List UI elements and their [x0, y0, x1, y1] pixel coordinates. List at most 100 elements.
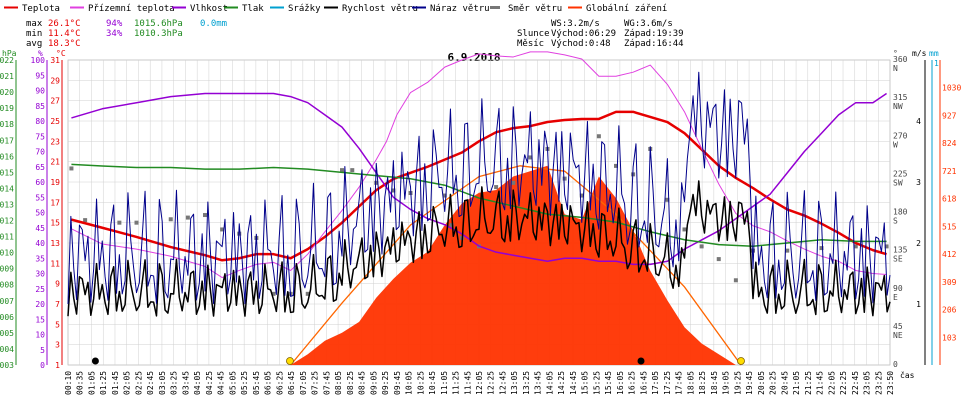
wind-direction-dot [374, 180, 379, 185]
temp-tick: 23 [50, 137, 60, 146]
x-tick-label: 10:45 [428, 371, 437, 395]
pct-tick: 30 [35, 270, 45, 279]
wind-direction-dot [494, 185, 499, 190]
wind-tick: 1 [916, 300, 921, 309]
x-tick-label: 05:45 [252, 371, 261, 395]
x-tick-label: 06:45 [287, 371, 296, 395]
wind-direction-dot [305, 291, 310, 296]
wind-direction-dot [69, 166, 74, 171]
max-humidity: 94% [106, 19, 123, 29]
x-tick-label: 21:25 [804, 371, 813, 395]
rad-tick: 721 [942, 167, 957, 176]
dir-compass: W [893, 140, 898, 149]
x-tick-label: 16:05 [616, 371, 625, 395]
x-tick-label: 05:05 [228, 371, 237, 395]
avg-label: avg [26, 39, 42, 49]
x-tick-label: 15:45 [604, 371, 613, 395]
wind-direction-dot [391, 188, 396, 193]
sunset-marker [737, 357, 745, 365]
series-tlak [71, 163, 887, 247]
legend-label: Směr větru [508, 4, 562, 14]
hpa-tick: 1019 [0, 104, 14, 113]
wind-direction-dot [83, 218, 88, 223]
pct-tick: 70 [35, 148, 45, 157]
hpa-tick: 1005 [0, 329, 14, 338]
wind-direction-dot [449, 223, 454, 228]
pct-tick: 25 [35, 285, 45, 294]
moonrise-marker [91, 357, 99, 365]
max-rain: 0.0mm [200, 19, 227, 29]
sun-label: Slunce [517, 29, 550, 39]
rad-tick: 1030 [942, 84, 961, 93]
x-tick-label: 13:25 [522, 371, 531, 395]
wind-direction-dot [884, 244, 889, 249]
max-label: max [26, 19, 43, 29]
wind-direction-dot [350, 168, 355, 173]
wind-direction-dot [117, 220, 122, 225]
moonset-marker [637, 357, 645, 365]
pct-tick: 65 [35, 163, 45, 172]
sunrise-marker [286, 357, 294, 365]
x-tick-label: 23:50 [886, 371, 895, 395]
series-p-zemn-teplota [71, 51, 887, 279]
sunrise-time: Východ:06:29 [551, 29, 616, 39]
moonset-time: Západ:16:44 [624, 39, 684, 49]
wind-direction-dot [340, 168, 344, 173]
x-tick-label: 10:05 [405, 371, 414, 395]
x-tick-label: 00:10 [64, 371, 73, 395]
x-tick-label: 22:25 [839, 371, 848, 395]
pct-tick: 55 [35, 193, 45, 202]
dir-compass: E [893, 293, 898, 302]
x-tick-label: 00:35 [76, 371, 85, 395]
wind-direction-dot [682, 227, 687, 232]
x-tick-label: 14:05 [545, 371, 554, 395]
x-tick-label: 10:25 [416, 371, 425, 395]
temp-tick: 5 [55, 320, 60, 329]
wind-direction-dot [579, 193, 584, 198]
pct-tick: 95 [35, 71, 45, 80]
x-tick-label: 17:45 [675, 371, 684, 395]
series-teplota [71, 110, 887, 262]
rain-tick: 1 [934, 59, 939, 68]
rad-tick: 412 [942, 250, 957, 259]
x-tick-label: 19:25 [733, 371, 742, 395]
x-tick-label: 15:05 [581, 371, 590, 395]
avg-temp: 18.3°C [48, 39, 81, 49]
x-tick-label: 08:25 [346, 371, 355, 395]
dir-compass: NW [893, 102, 903, 111]
wind-tick: 2 [916, 239, 921, 248]
moonrise-time: Východ:0:48 [551, 39, 611, 49]
pct-tick: 10 [35, 331, 45, 340]
dir-tick: 360 [893, 55, 908, 64]
hpa-axis-unit: hPa [2, 49, 17, 58]
x-tick-label: 11:25 [452, 371, 461, 395]
pct-tick: 60 [35, 178, 45, 187]
wind-direction-dot [699, 244, 704, 249]
wind-direction-dot [614, 163, 618, 168]
x-tick-label: 12:05 [475, 371, 484, 395]
temp-tick: 25 [50, 117, 60, 126]
hpa-tick: 1007 [0, 297, 14, 306]
x-tick-label: 09:45 [393, 371, 402, 395]
pct-tick: 35 [35, 254, 45, 263]
wind-direction-dot [819, 246, 824, 251]
temp-tick: 15 [50, 219, 60, 228]
x-tick-label: 14:45 [569, 371, 578, 395]
wind-direction-dot [271, 291, 276, 296]
hpa-tick: 1014 [0, 184, 14, 193]
x-tick-label: 21:05 [792, 371, 801, 395]
hpa-tick: 1016 [0, 152, 14, 161]
x-tick-label: 22:05 [827, 371, 836, 395]
legend: Teplota Přízemní teplota Vlhkost Tlak Srážky… [4, 4, 667, 14]
wind-direction-dot [853, 244, 858, 249]
wind-direction-dot [665, 197, 670, 202]
temp-tick: 1 [55, 361, 60, 370]
x-tick-label: 18:25 [698, 371, 707, 395]
temp-tick: 9 [55, 280, 60, 289]
pct-tick: 85 [35, 102, 45, 111]
wind-tick: 3 [916, 178, 921, 187]
x-tick-label: 20:05 [757, 371, 766, 395]
temp-tick: 13 [50, 239, 60, 248]
legend-label: Vlhkost [190, 4, 228, 14]
